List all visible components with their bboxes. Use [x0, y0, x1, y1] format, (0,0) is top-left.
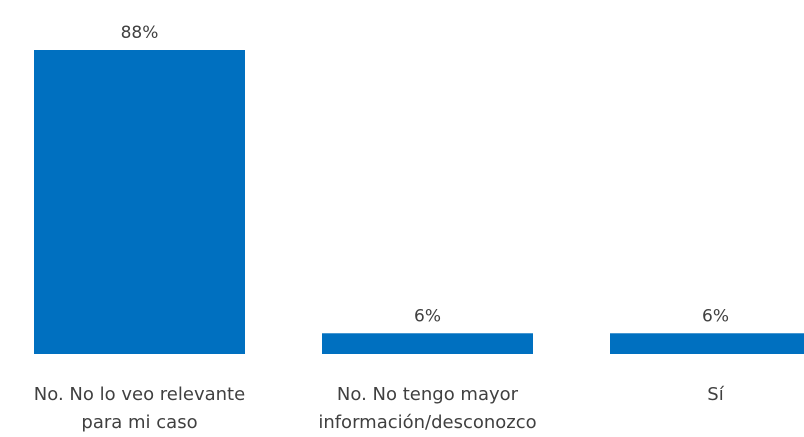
value-label-1: 6%: [414, 306, 441, 326]
category-label-2-line-0: Sí: [707, 384, 724, 405]
category-label-0: No. No lo veo relevante para mi caso: [34, 384, 245, 433]
category-label-1-line-0: No. No tengo mayor: [337, 384, 519, 405]
bar-0: [34, 50, 245, 354]
value-labels-group: 88% 6% 6%: [121, 23, 729, 326]
category-label-0-line-0: No. No lo veo relevante: [34, 384, 245, 405]
value-label-2: 6%: [702, 306, 729, 326]
category-label-2: Sí: [707, 384, 724, 405]
category-label-0-line-1: para mi caso: [81, 412, 197, 433]
bar-1: [322, 333, 533, 354]
bar-2: [610, 333, 804, 354]
category-label-1: No. No tengo mayor información/desconozco: [318, 384, 536, 433]
value-label-0: 88%: [121, 23, 159, 43]
category-label-1-line-1: información/desconozco: [318, 412, 536, 433]
bars-group: [34, 50, 804, 354]
